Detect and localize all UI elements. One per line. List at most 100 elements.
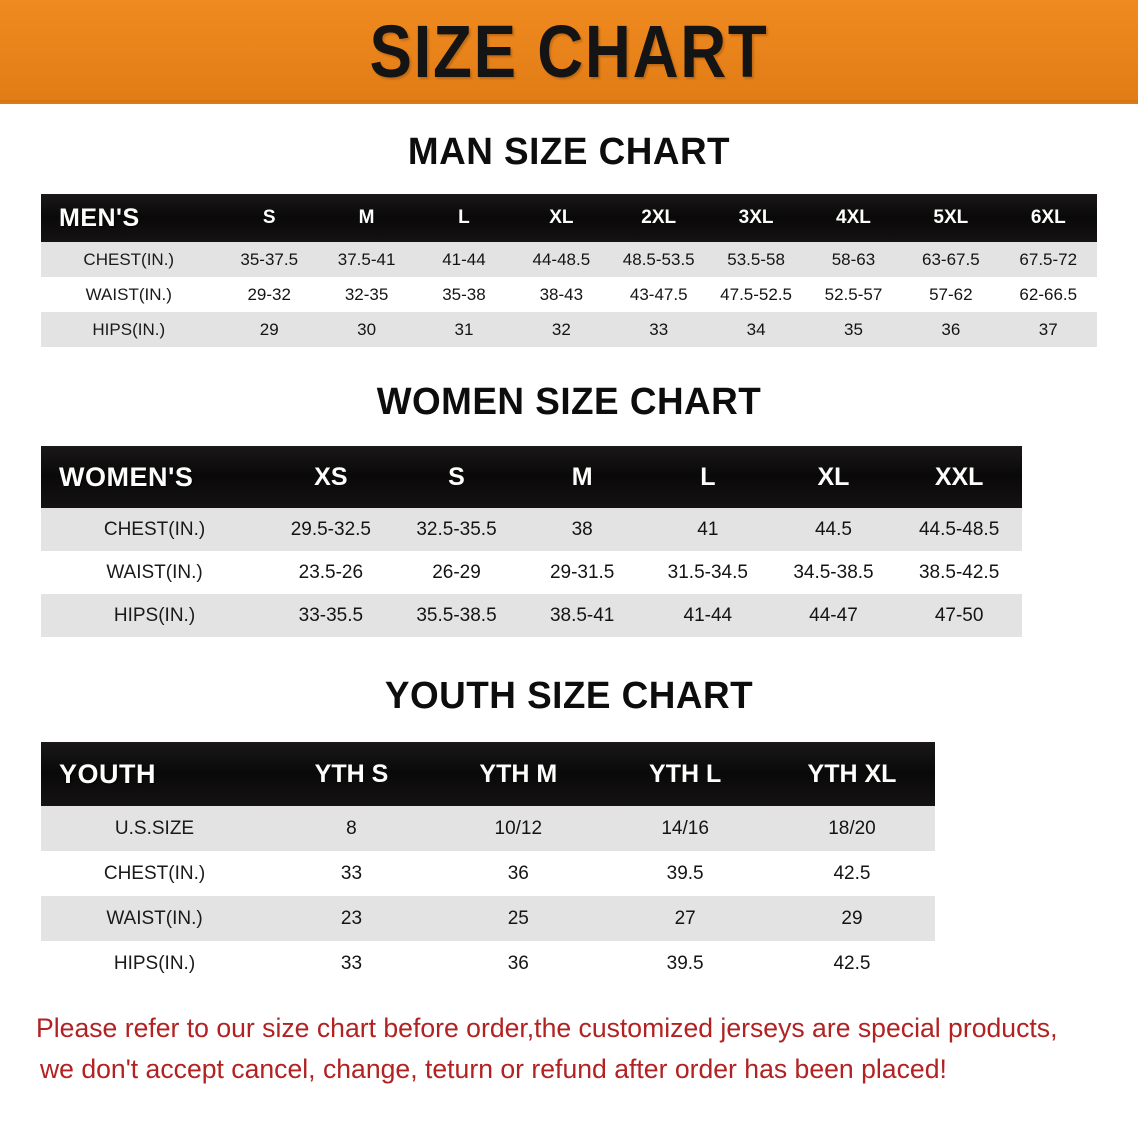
women-cell: 35.5-38.5: [393, 594, 520, 637]
women-cell: 29-31.5: [519, 551, 645, 594]
women-column-header-s: S: [393, 446, 520, 508]
youth-row-label: WAIST(IN.): [41, 896, 269, 941]
women-cell: 41: [645, 508, 771, 551]
men-cell: 57-62: [902, 277, 1000, 312]
men-header-row: MEN'S S M L XL 2XL 3XL 4XL 5XL 6XL: [41, 194, 1097, 242]
youth-cell-spacer: [935, 941, 1097, 986]
order-policy-note-line-2: we don't accept cancel, change, teturn o…: [39, 1054, 947, 1085]
youth-table-row: HIPS(IN.) 33 36 39.5 42.5: [41, 941, 1097, 986]
women-cell: 38.5-41: [519, 594, 645, 637]
women-row-label: HIPS(IN.): [41, 594, 269, 637]
women-header-spacer: [1022, 446, 1097, 508]
men-table-body: CHEST(IN.) 35-37.5 37.5-41 41-44 44-48.5 48.5…: [41, 242, 1097, 347]
youth-cell: 8: [268, 806, 435, 851]
women-size-section: WOMEN SIZE CHART WOMEN'S XS S M L XL XXL CHES…: [0, 381, 1138, 637]
women-row-label: CHEST(IN.): [41, 508, 269, 551]
youth-cell: 29: [768, 896, 936, 941]
page-title: SIZE CHART: [369, 10, 769, 93]
youth-cell: 25: [434, 896, 602, 941]
youth-table-wrap: YOUTH YTH S YTH M YTH L YTH XL U.S.SIZE 8 10/…: [41, 742, 1097, 986]
men-cell: 43-47.5: [610, 277, 708, 312]
women-table-row: CHEST(IN.) 29.5-32.5 32.5-35.5 38 41 44.5 44.5…: [41, 508, 1097, 551]
youth-cell: 27: [601, 896, 769, 941]
youth-cell-spacer: [935, 896, 1097, 941]
men-row-label: WAIST(IN.): [41, 277, 221, 312]
youth-cell: 42.5: [768, 851, 936, 896]
men-size-table: MEN'S S M L XL 2XL 3XL 4XL 5XL 6XL CHEST(IN.) 35-…: [41, 194, 1097, 347]
men-table-row: CHEST(IN.) 35-37.5 37.5-41 41-44 44-48.5 48.5…: [41, 242, 1097, 277]
men-cell: 32-35: [317, 277, 416, 312]
women-cell: 44.5: [770, 508, 897, 551]
men-cell: 29: [220, 312, 318, 347]
men-column-header-s: S: [220, 194, 318, 242]
youth-cell-spacer: [935, 851, 1097, 896]
youth-cell: 33: [268, 941, 435, 986]
men-size-section: MAN SIZE CHART MEN'S S M L XL 2XL 3XL 4XL 5XL 6X…: [0, 131, 1138, 347]
men-cell: 58-63: [804, 242, 903, 277]
men-table-row: WAIST(IN.) 29-32 32-35 35-38 38-43 43-47.5 47.…: [41, 277, 1097, 312]
youth-section-title: YOUTH SIZE CHART: [384, 675, 754, 717]
men-cell: 38-43: [512, 277, 611, 312]
women-cell: 38.5-42.5: [896, 551, 1022, 594]
men-table-row: HIPS(IN.) 29 30 31 32 33 34 35 36 37: [41, 312, 1097, 347]
order-policy-note-line-1: Please refer to our size chart before or…: [36, 1013, 1058, 1043]
women-cell: 41-44: [645, 594, 771, 637]
men-column-header-m: M: [317, 194, 416, 242]
women-cell: 29.5-32.5: [268, 508, 394, 551]
men-cell: 35: [804, 312, 903, 347]
youth-cell-spacer: [935, 806, 1097, 851]
men-cell: 36: [902, 312, 1000, 347]
youth-header-row: YOUTH YTH S YTH M YTH L YTH XL: [41, 742, 1097, 806]
women-cell: 31.5-34.5: [645, 551, 771, 594]
men-column-header-3xl: 3XL: [707, 194, 805, 242]
men-cell: 41-44: [415, 242, 513, 277]
women-column-header-xs: XS: [268, 446, 394, 508]
men-column-header-6xl: 6XL: [999, 194, 1097, 242]
women-cell-spacer: [1022, 551, 1097, 594]
women-column-header-xxl: XXL: [896, 446, 1022, 508]
men-column-header-2xl: 2XL: [610, 194, 708, 242]
men-cell: 47.5-52.5: [707, 277, 805, 312]
women-cell-spacer: [1022, 594, 1097, 637]
women-size-table: WOMEN'S XS S M L XL XXL CHEST(IN.) 29.5-32.5 32…: [41, 446, 1097, 637]
women-cell: 44.5-48.5: [896, 508, 1022, 551]
women-cell: 33-35.5: [268, 594, 394, 637]
men-cell: 44-48.5: [512, 242, 611, 277]
women-table-head: WOMEN'S XS S M L XL XXL: [41, 446, 1097, 508]
women-header-row: WOMEN'S XS S M L XL XXL: [41, 446, 1097, 508]
youth-table-row: WAIST(IN.) 23 25 27 29: [41, 896, 1097, 941]
youth-column-header-yth-xl: YTH XL: [768, 742, 936, 806]
men-column-header-xl: XL: [512, 194, 611, 242]
men-cell: 37.5-41: [317, 242, 416, 277]
youth-row-label: U.S.SIZE: [41, 806, 269, 851]
youth-cell: 14/16: [601, 806, 769, 851]
women-column-header-m: M: [519, 446, 645, 508]
men-table-head: MEN'S S M L XL 2XL 3XL 4XL 5XL 6XL: [41, 194, 1097, 242]
youth-row-label: CHEST(IN.): [41, 851, 269, 896]
men-cell: 48.5-53.5: [610, 242, 708, 277]
men-cell: 30: [317, 312, 416, 347]
women-corner-label: WOMEN'S: [41, 446, 269, 508]
youth-cell: 10/12: [434, 806, 602, 851]
youth-column-header-yth-l: YTH L: [601, 742, 769, 806]
youth-size-table: YOUTH YTH S YTH M YTH L YTH XL U.S.SIZE 8 10/…: [41, 742, 1097, 986]
women-cell: 47-50: [896, 594, 1022, 637]
youth-cell: 18/20: [768, 806, 936, 851]
order-policy-note: Please refer to our size chart before or…: [36, 1008, 1086, 1090]
youth-table-body: U.S.SIZE 8 10/12 14/16 18/20 CHEST(IN.) 33 36 39…: [41, 806, 1097, 986]
men-table-wrap: MEN'S S M L XL 2XL 3XL 4XL 5XL 6XL CHEST(IN.) 35-…: [41, 194, 1097, 347]
youth-cell: 33: [268, 851, 435, 896]
women-cell: 44-47: [770, 594, 897, 637]
men-cell: 32: [512, 312, 611, 347]
men-cell: 67.5-72: [999, 242, 1097, 277]
youth-table-row: U.S.SIZE 8 10/12 14/16 18/20: [41, 806, 1097, 851]
youth-cell: 42.5: [768, 941, 936, 986]
women-table-row: HIPS(IN.) 33-35.5 35.5-38.5 38.5-41 41-44 44-…: [41, 594, 1097, 637]
women-row-label: WAIST(IN.): [41, 551, 269, 594]
women-table-wrap: WOMEN'S XS S M L XL XXL CHEST(IN.) 29.5-32.5 32…: [41, 446, 1097, 637]
men-section-title: MAN SIZE CHART: [407, 131, 731, 173]
women-table-row: WAIST(IN.) 23.5-26 26-29 29-31.5 31.5-34.5 34…: [41, 551, 1097, 594]
youth-column-header-yth-s: YTH S: [268, 742, 435, 806]
men-column-header-l: L: [415, 194, 513, 242]
men-cell: 63-67.5: [902, 242, 1000, 277]
